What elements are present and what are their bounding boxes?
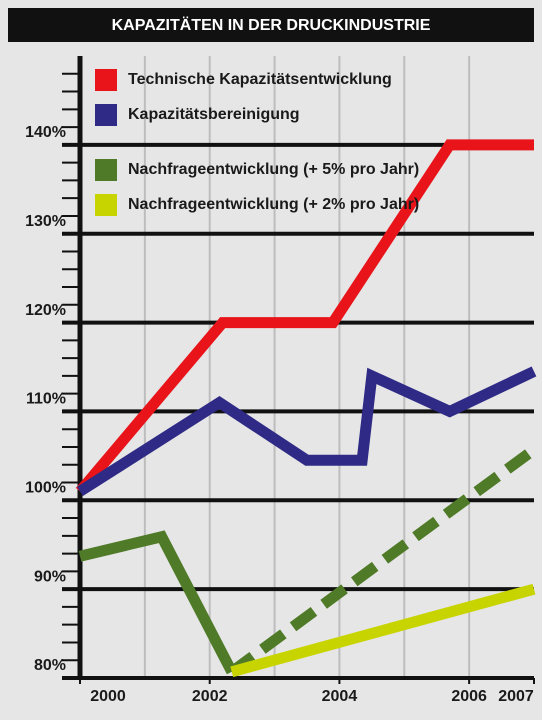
legend-swatch [95, 104, 117, 126]
legend-swatch [95, 159, 117, 181]
y-tick-label: 120% [25, 302, 66, 319]
chart-title: KAPAZITÄTEN IN DER DRUCKINDUSTRIE [112, 16, 431, 34]
series-line [230, 583, 536, 678]
legend-label: Technische Kapazitätsentwicklung [128, 71, 392, 88]
series-line [228, 445, 538, 677]
x-tick-label: 2002 [192, 688, 228, 705]
title-bar [8, 8, 534, 42]
x-tick-label: 2006 [451, 688, 487, 705]
y-tick-label: 80% [34, 657, 66, 674]
x-tick-label: 2000 [90, 688, 126, 705]
y-tick-label: 100% [25, 480, 66, 497]
y-tick-label: 140% [25, 124, 66, 141]
legend-label: Nachfrageentwicklung (+ 2% pro Jahr) [128, 196, 419, 213]
legend-swatch [95, 194, 117, 216]
legend-label: Kapazitätsbereinigung [128, 106, 300, 123]
x-tick-label: 2004 [322, 688, 358, 705]
legend-swatch [95, 69, 117, 91]
series-line [75, 139, 534, 495]
y-tick-label: 90% [34, 568, 66, 585]
series-line [77, 366, 537, 497]
y-tick-label: 110% [26, 391, 66, 408]
legend-label: Nachfrageentwicklung (+ 5% pro Jahr) [128, 161, 419, 178]
y-tick-label: 130% [25, 213, 66, 230]
series-line [78, 530, 237, 675]
x-tick-label: 2007 [498, 688, 534, 705]
